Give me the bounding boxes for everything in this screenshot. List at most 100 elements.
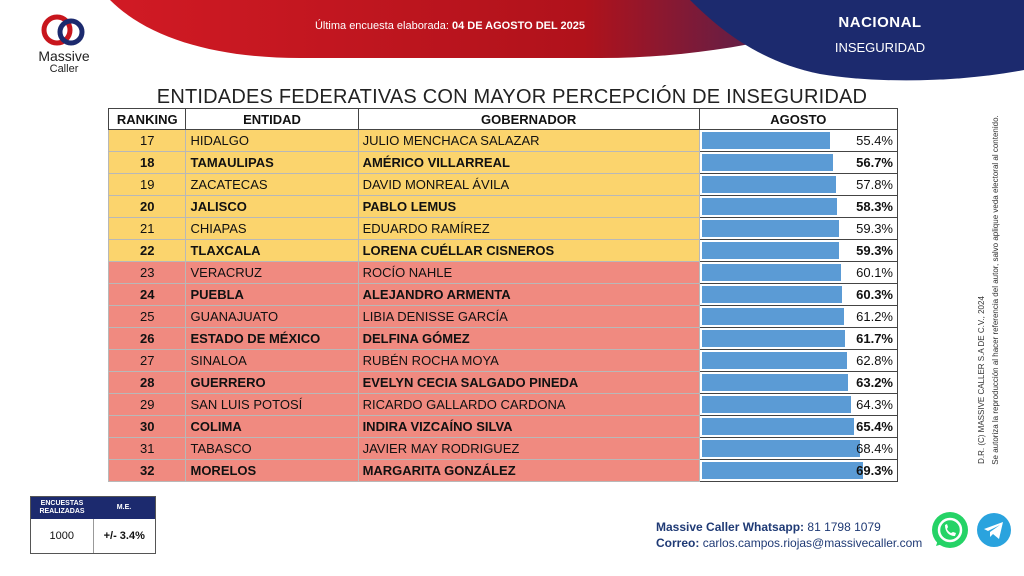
value-cell: 62.8% — [698, 349, 899, 372]
value-cell: 58.3% — [698, 195, 899, 218]
survey-date: 04 DE AGOSTO DEL 2025 — [451, 20, 586, 32]
chart-title: ENTIDADES FEDERATIVAS CON MAYOR PERCEPCI… — [156, 86, 868, 108]
entity-cell: SINALOA — [185, 349, 359, 372]
value-cell: 60.3% — [698, 283, 899, 306]
value-bar — [701, 132, 831, 149]
margin-error-value: +/- 3.4% — [103, 530, 145, 542]
governor-cell: AMÉRICO VILLARREAL — [357, 151, 700, 174]
value-bar — [701, 418, 854, 435]
table-row: 30 COLIMA INDIRA VIZCAÍNO SILVA 65.4% — [107, 415, 899, 438]
massive-caller-logo — [24, 10, 104, 80]
entity-cell: TABASCO — [185, 437, 359, 460]
rank-cell: 31 — [107, 437, 187, 460]
col-agosto: AGOSTO — [698, 108, 899, 130]
table-row: 18 TAMAULIPAS AMÉRICO VILLARREAL 56.7% — [107, 151, 899, 174]
scope-label: NACIONAL — [838, 14, 922, 31]
value-cell: 61.7% — [698, 327, 899, 350]
value-cell: 68.4% — [698, 437, 899, 460]
table-row: 21 CHIAPAS EDUARDO RAMÍREZ 59.3% — [107, 217, 899, 240]
entity-cell: COLIMA — [185, 415, 359, 438]
value-bar — [701, 352, 848, 369]
rank-cell: 32 — [107, 459, 187, 482]
table-row: 27 SINALOA RUBÉN ROCHA MOYA 62.8% — [107, 349, 899, 372]
governor-cell: JAVIER MAY RODRIGUEZ — [357, 437, 700, 460]
value-label: 64.3% — [856, 397, 893, 412]
value-label: 60.1% — [856, 265, 893, 280]
value-label: 69.3% — [856, 463, 893, 478]
value-cell: 59.3% — [698, 239, 899, 262]
value-bar — [701, 154, 834, 171]
value-cell: 61.2% — [698, 305, 899, 328]
entity-cell: PUEBLA — [185, 283, 359, 306]
value-label: 62.8% — [856, 353, 893, 368]
governor-cell: RUBÉN ROCHA MOYA — [357, 349, 700, 372]
governor-cell: ALEJANDRO ARMENTA — [357, 283, 700, 306]
value-bar — [701, 220, 840, 237]
value-bar — [701, 264, 842, 281]
table-row: 20 JALISCO PABLO LEMUS 58.3% — [107, 195, 899, 218]
whatsapp-contact: Massive Caller Whatsapp: 81 1798 1079 — [656, 520, 881, 534]
rank-cell: 22 — [107, 239, 187, 262]
rank-cell: 20 — [107, 195, 187, 218]
governor-cell: EDUARDO RAMÍREZ — [357, 217, 700, 240]
governor-cell: EVELYN CECIA SALGADO PINEDA — [357, 371, 700, 394]
rank-cell: 26 — [107, 327, 187, 350]
table-row: 28 GUERRERO EVELYN CECIA SALGADO PINEDA 63.… — [107, 371, 899, 394]
whatsapp-icon[interactable] — [930, 510, 970, 550]
value-label: 63.2% — [856, 375, 893, 390]
value-cell: 59.3% — [698, 217, 899, 240]
surveys-label: ENCUESTAS REALIZADAS — [39, 500, 85, 515]
legal-notice: D.R. (C) MASSIVE CALLER S.A DE C.V., 202… — [968, 100, 1008, 480]
table-row: 26 ESTADO DE MÉXICO DELFINA GÓMEZ 61.7% — [107, 327, 899, 350]
legal-line2: Se autoriza la reproducción al hacer ref… — [991, 115, 1000, 465]
brand-name-line1: Massive — [38, 48, 90, 64]
rank-cell: 17 — [107, 129, 187, 152]
value-label: 59.3% — [856, 221, 893, 236]
table-row: 32 MORELOS MARGARITA GONZÁLEZ 69.3% — [107, 459, 899, 482]
table-row: 19 ZACATECAS DAVID MONREAL ÁVILA 57.8% — [107, 173, 899, 196]
rank-cell: 28 — [107, 371, 187, 394]
entity-cell: TLAXCALA — [185, 239, 359, 262]
value-cell: 57.8% — [698, 173, 899, 196]
value-bar — [701, 286, 842, 303]
value-bar — [701, 176, 836, 193]
governor-cell: DAVID MONREAL ÁVILA — [357, 173, 700, 196]
col-ranking: RANKING — [107, 108, 187, 130]
value-bar — [701, 330, 845, 347]
table-row: 25 GUANAJUATO LIBIA DENISSE GARCÍA 61.2% — [107, 305, 899, 328]
entity-cell: ZACATECAS — [185, 173, 359, 196]
entity-cell: HIDALGO — [185, 129, 359, 152]
email-address: carlos.campos.riojas@massivecaller.com — [702, 536, 923, 550]
governor-cell: LIBIA DENISSE GARCÍA — [357, 305, 700, 328]
telegram-icon[interactable] — [976, 512, 1012, 548]
table-row: 22 TLAXCALA LORENA CUÉLLAR CISNEROS 59.3% — [107, 239, 899, 262]
rank-cell: 19 — [107, 173, 187, 196]
governor-cell: DELFINA GÓMEZ — [357, 327, 700, 350]
value-label: 65.4% — [856, 419, 893, 434]
brand-name-line2: Caller — [49, 63, 79, 75]
value-cell: 65.4% — [698, 415, 899, 438]
email-label: Correo: — [656, 536, 700, 550]
rank-cell: 30 — [107, 415, 187, 438]
entity-cell: SAN LUIS POTOSÍ — [185, 393, 359, 416]
survey-date-line: Última encuesta elaborada: 04 DE AGOSTO … — [300, 20, 600, 32]
header-banner — [0, 0, 1024, 90]
governor-cell: ROCÍO NAHLE — [357, 261, 700, 284]
whatsapp-label: Massive Caller Whatsapp: — [656, 520, 805, 534]
value-cell: 60.1% — [698, 261, 899, 284]
value-label: 58.3% — [856, 199, 893, 214]
rank-cell: 21 — [107, 217, 187, 240]
value-label: 61.2% — [856, 309, 893, 324]
table-row: 23 VERACRUZ ROCÍO NAHLE 60.1% — [107, 261, 899, 284]
value-bar — [701, 440, 861, 457]
email-contact: Correo: carlos.campos.riojas@massivecall… — [656, 536, 922, 550]
entity-cell: VERACRUZ — [185, 261, 359, 284]
value-cell: 64.3% — [698, 393, 899, 416]
rank-cell: 25 — [107, 305, 187, 328]
value-label: 61.7% — [856, 331, 893, 346]
entity-cell: JALISCO — [185, 195, 359, 218]
governor-cell: RICARDO GALLARDO CARDONA — [357, 393, 700, 416]
value-bar — [701, 374, 849, 391]
col-gobernador: GOBERNADOR — [357, 108, 700, 130]
topic-label: INSEGURIDAD — [834, 40, 926, 55]
